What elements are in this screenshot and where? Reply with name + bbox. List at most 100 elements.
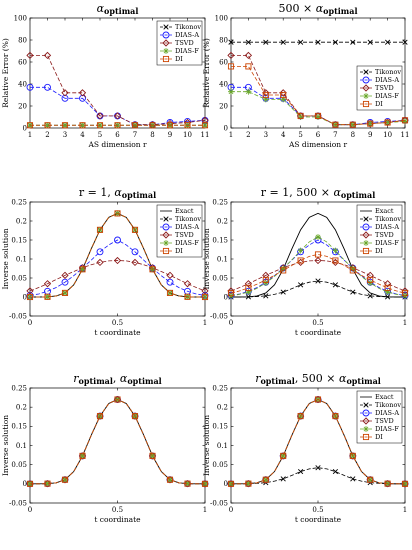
marker-DIAS-A <box>362 223 370 231</box>
x-tick-label: 9 <box>168 131 172 139</box>
marker-TSVD <box>362 417 370 425</box>
marker-DI <box>367 476 374 483</box>
marker-DIAS-F <box>228 88 234 95</box>
marker-Tikonov <box>280 289 286 295</box>
marker-Tikonov <box>402 39 408 45</box>
marker-DIAS-F <box>245 480 252 487</box>
marker-DIAS-F <box>62 289 68 296</box>
marker-DI <box>262 476 269 483</box>
marker-DIAS-F <box>297 114 304 120</box>
marker-DI <box>262 91 269 99</box>
x-tick-label: 5 <box>98 131 102 139</box>
marker-DI <box>166 289 174 296</box>
marker-TSVD <box>314 256 322 265</box>
marker-Tikonov <box>332 39 339 45</box>
y-tick-label: 80 <box>18 36 27 44</box>
marker-Tikonov <box>384 294 391 300</box>
marker-DI <box>114 396 121 403</box>
marker-TSVD <box>96 258 104 267</box>
y-tick-label: 100 <box>215 14 228 22</box>
marker-DIAS-A <box>44 83 51 91</box>
marker-DIAS-F <box>384 119 391 126</box>
marker-TSVD <box>26 51 34 60</box>
marker-Tikonov <box>315 39 321 45</box>
y-tick-label: 20 <box>219 102 228 110</box>
marker-DI <box>367 120 374 127</box>
marker-DIAS-F <box>79 122 86 129</box>
marker-TSVD <box>262 89 270 97</box>
marker-DI <box>314 396 322 403</box>
marker-Tikonov <box>163 216 169 222</box>
marker-Tikonov <box>263 39 269 45</box>
series-line-DI <box>231 66 406 126</box>
marker-Tikonov <box>245 294 252 300</box>
y-tick-label: 0.05 <box>212 461 228 469</box>
legend-label-DIAS-A: DIAS-A <box>175 223 199 231</box>
marker-Tikonov <box>332 282 339 288</box>
y-axis-label: Relative Error (%) <box>202 38 211 108</box>
x-tick-label: 11 <box>201 131 210 139</box>
x-axis-label: t coordinate <box>295 328 342 337</box>
marker-Tikonov <box>297 39 304 45</box>
legend-label-DIAS-A: DIAS-A <box>375 409 399 417</box>
y-tick-label: 0 <box>23 480 27 488</box>
plot-frame <box>29 387 206 504</box>
legend-label-Tikonov: Tikonov <box>375 68 401 76</box>
y-tick-label: 0.2 <box>16 217 27 225</box>
x-tick-label: 3 <box>264 131 268 139</box>
marker-DI <box>332 257 339 264</box>
y-axis-label: Inverse solution <box>1 415 10 476</box>
marker-DI <box>349 452 356 459</box>
marker-Tikonov <box>384 39 391 45</box>
marker-TSVD <box>366 271 374 279</box>
marker-DI <box>61 122 69 129</box>
marker-Tikonov <box>280 476 286 482</box>
marker-DIAS-F <box>280 265 287 272</box>
marker-DI <box>349 267 356 274</box>
marker-TSVD <box>183 280 192 288</box>
x-tick-label: 5 <box>298 131 302 139</box>
marker-DI <box>201 480 209 487</box>
y-tick-label: 60 <box>18 58 27 66</box>
marker-DI <box>332 413 339 420</box>
chart-title: roptimal, αoptimal <box>73 372 161 386</box>
marker-DI <box>280 91 287 99</box>
x-tick-label: 6 <box>316 131 321 139</box>
marker-DI <box>262 276 269 283</box>
marker-DI <box>166 122 174 129</box>
marker-Tikonov <box>367 293 373 299</box>
marker-DIAS-A <box>131 248 139 256</box>
y-tick-label: 40 <box>18 80 27 88</box>
x-tick-label: 8 <box>150 131 154 139</box>
y-tick-label: 0.1 <box>217 442 228 450</box>
series-line-DIAS-F <box>231 91 406 126</box>
chart-title: roptimal, 500 × αoptimal <box>255 372 381 386</box>
marker-DIAS-F <box>163 48 169 54</box>
y-tick-label: 40 <box>219 80 228 88</box>
marker-TSVD <box>383 280 392 288</box>
legend-label-DIAS-A: DIAS-A <box>175 31 199 39</box>
x-tick-label: 0.5 <box>112 506 123 514</box>
series-line-TSVD <box>29 260 206 292</box>
marker-DI <box>26 480 34 487</box>
marker-DI <box>96 413 104 420</box>
x-tick-label: 7 <box>133 131 137 139</box>
y-tick-label: 0.05 <box>11 274 27 282</box>
y-tick-label: 0.25 <box>11 384 27 392</box>
marker-DIAS-F <box>62 122 68 129</box>
y-tick-label: 0.25 <box>212 198 228 206</box>
legend-label-DI: DI <box>175 55 183 63</box>
marker-DI <box>227 480 235 487</box>
marker-DI <box>166 476 174 483</box>
y-tick-label: 60 <box>219 58 228 66</box>
marker-DIAS-F <box>315 114 321 120</box>
marker-TSVD <box>96 112 104 120</box>
marker-DI <box>79 266 86 273</box>
x-tick-label: 1 <box>28 131 32 139</box>
